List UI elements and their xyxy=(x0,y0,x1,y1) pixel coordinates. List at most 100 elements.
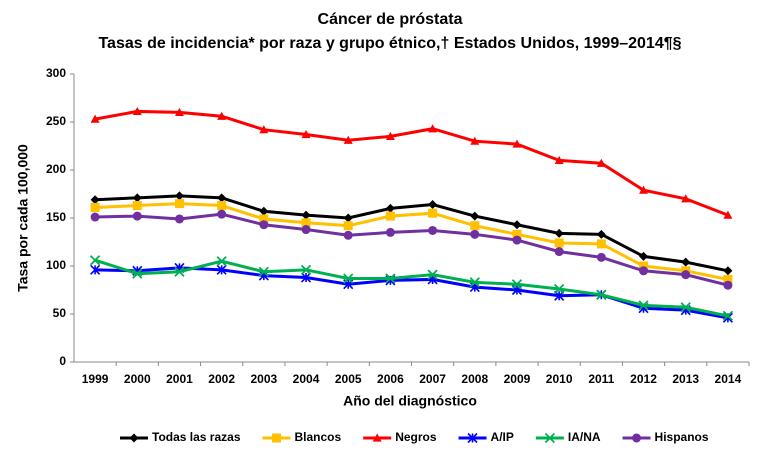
marker xyxy=(372,433,382,442)
marker xyxy=(470,211,480,221)
chart-title: Cáncer de próstata xyxy=(318,11,463,28)
marker xyxy=(343,273,354,284)
marker xyxy=(467,432,478,444)
marker xyxy=(723,266,733,276)
marker xyxy=(385,211,395,221)
legend-item: Blancos xyxy=(262,430,342,444)
series xyxy=(90,106,733,219)
marker xyxy=(90,202,100,212)
marker xyxy=(596,158,606,167)
x-tick-label: 2012 xyxy=(630,372,657,386)
marker xyxy=(216,264,227,275)
marker xyxy=(596,229,606,239)
marker xyxy=(428,200,438,210)
marker xyxy=(90,264,101,275)
x-tick-label: 1999 xyxy=(82,372,109,386)
marker xyxy=(512,235,522,245)
y-tick-label: 150 xyxy=(46,210,66,224)
legend-label: Blancos xyxy=(295,430,342,444)
marker xyxy=(385,131,395,140)
marker xyxy=(511,279,523,290)
series-line xyxy=(94,109,729,217)
marker xyxy=(470,229,480,239)
x-tick-label: 2013 xyxy=(672,372,699,386)
x-tick-label: 2002 xyxy=(208,372,235,386)
legend-item: IA/NA xyxy=(535,430,601,444)
series-line xyxy=(95,212,729,287)
marker xyxy=(554,155,564,164)
chart-subtitle: Tasas de incidencia* por raza y grupo ét… xyxy=(98,35,681,52)
marker xyxy=(385,273,396,284)
series-line xyxy=(95,194,729,273)
y-axis-title: Tasa por cada 100,000 xyxy=(15,144,31,292)
marker xyxy=(639,261,649,271)
marker xyxy=(259,206,269,216)
marker xyxy=(217,201,227,211)
marker xyxy=(216,256,227,267)
marker xyxy=(132,201,142,211)
marker xyxy=(301,129,311,139)
marker xyxy=(723,280,733,290)
marker xyxy=(132,106,142,116)
marker xyxy=(343,230,353,240)
marker xyxy=(427,269,438,280)
series xyxy=(90,199,733,284)
x-axis-title: Año del diagnóstico xyxy=(343,393,477,409)
marker xyxy=(554,238,564,248)
marker xyxy=(469,277,480,288)
marker xyxy=(385,203,395,213)
marker xyxy=(428,124,438,133)
marker xyxy=(639,266,649,276)
marker xyxy=(217,209,227,219)
series xyxy=(90,262,733,323)
marker xyxy=(174,107,184,116)
marker xyxy=(428,225,438,235)
marker xyxy=(129,433,139,443)
legend-label: Hispanos xyxy=(655,430,709,444)
marker xyxy=(132,193,142,203)
x-tick-label: 2007 xyxy=(419,372,446,386)
marker xyxy=(722,310,734,322)
marker xyxy=(258,266,269,277)
marker xyxy=(343,221,353,231)
marker xyxy=(681,257,691,267)
marker xyxy=(301,210,311,220)
marker xyxy=(596,252,606,262)
legend-item: A/IP xyxy=(458,430,514,444)
legend-item: Negros xyxy=(363,430,437,444)
marker xyxy=(638,300,649,311)
legend-label: A/IP xyxy=(491,430,514,444)
x-tick-label: 2011 xyxy=(588,372,614,386)
legend-label: Todas las razas xyxy=(152,430,241,444)
series-line xyxy=(95,202,729,281)
marker xyxy=(723,210,733,219)
series xyxy=(89,255,734,322)
marker xyxy=(512,220,522,230)
marker xyxy=(343,135,353,144)
marker xyxy=(301,225,311,235)
legend-label: IA/NA xyxy=(568,430,601,444)
marker xyxy=(343,213,353,223)
marker xyxy=(470,136,480,145)
marker xyxy=(174,199,184,209)
marker xyxy=(596,239,606,249)
marker xyxy=(174,191,184,201)
x-tick-label: 2004 xyxy=(293,372,320,386)
marker xyxy=(596,289,607,300)
y-tick-label: 200 xyxy=(46,162,66,176)
marker xyxy=(554,247,564,257)
marker xyxy=(259,125,269,134)
marker xyxy=(217,111,227,120)
series xyxy=(90,209,733,290)
marker xyxy=(554,228,564,238)
x-tick-label: 2001 xyxy=(166,372,193,386)
y-tick-label: 100 xyxy=(46,258,66,272)
x-tick-label: 2000 xyxy=(124,372,151,386)
marker xyxy=(259,214,269,224)
marker xyxy=(301,218,311,228)
marker xyxy=(217,193,227,203)
series-line xyxy=(94,258,729,318)
marker xyxy=(89,255,101,266)
marker xyxy=(632,433,642,443)
x-tick-label: 2014 xyxy=(715,372,742,386)
